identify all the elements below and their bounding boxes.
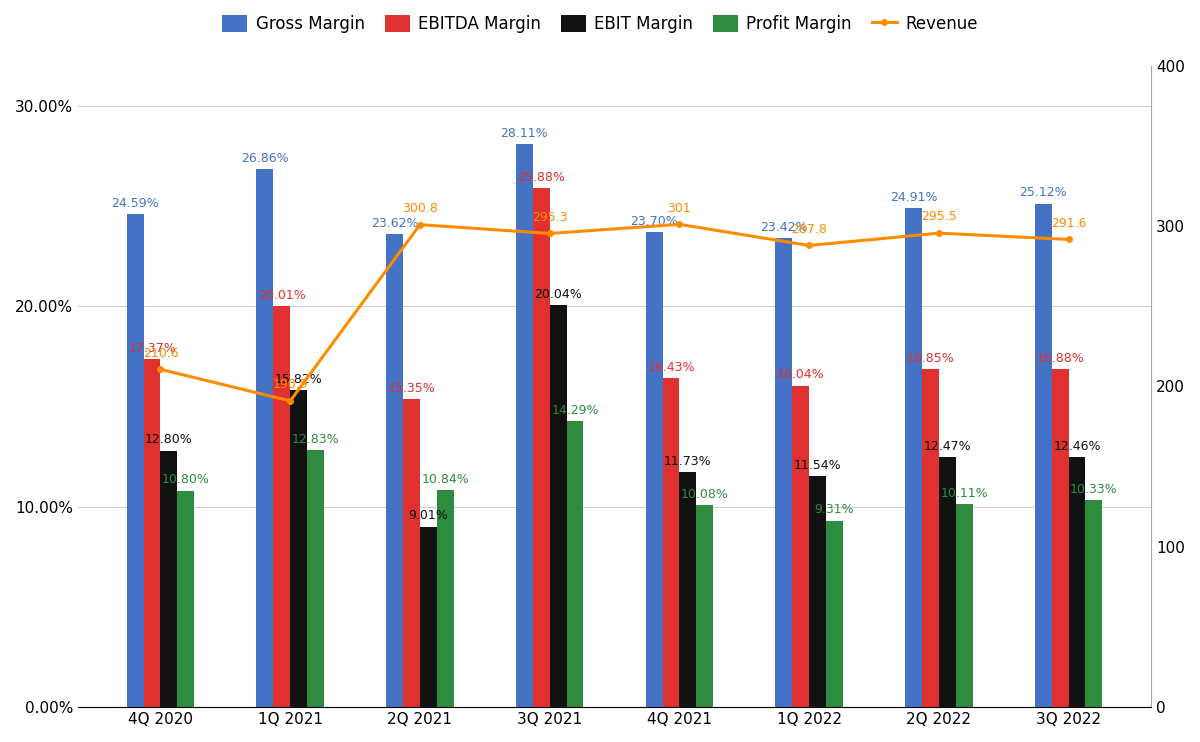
Revenue [931, 229, 946, 237]
Text: 11.73%: 11.73% [664, 455, 712, 468]
Text: 23.42%: 23.42% [760, 220, 808, 234]
Text: 24.59%: 24.59% [112, 197, 160, 210]
Text: 23.70%: 23.70% [630, 215, 678, 228]
Bar [1034, 203, 1051, 707]
Text: 16.88%: 16.88% [1037, 352, 1084, 364]
Text: 20.04%: 20.04% [534, 289, 582, 301]
Bar [274, 306, 290, 707]
Text: 12.47%: 12.47% [924, 440, 971, 453]
Bar [955, 505, 973, 707]
Bar [826, 521, 842, 707]
Text: 9.31%: 9.31% [815, 503, 854, 516]
Text: 9.01%: 9.01% [408, 509, 449, 522]
Bar [307, 450, 324, 707]
Bar [566, 421, 583, 707]
Text: 301: 301 [667, 202, 691, 214]
Text: 25.12%: 25.12% [1020, 186, 1067, 200]
Text: 26.86%: 26.86% [241, 151, 289, 165]
Bar [403, 399, 420, 707]
Bar [257, 168, 274, 707]
Bar [386, 234, 403, 707]
Revenue [672, 220, 686, 229]
Text: 23.62%: 23.62% [371, 217, 419, 229]
Text: 15.82%: 15.82% [275, 373, 323, 386]
Text: 295.3: 295.3 [532, 211, 568, 224]
Text: 10.08%: 10.08% [680, 488, 728, 501]
Text: 10.11%: 10.11% [941, 487, 988, 500]
Bar [127, 214, 144, 707]
Text: 20.01%: 20.01% [258, 289, 306, 302]
Bar [905, 208, 922, 707]
Bar [1051, 369, 1069, 707]
Revenue [542, 229, 557, 238]
Bar [533, 188, 550, 707]
Bar [1086, 500, 1103, 707]
Text: 287.8: 287.8 [791, 223, 827, 236]
Revenue [1062, 235, 1076, 244]
Text: 24.91%: 24.91% [890, 191, 937, 203]
Revenue [283, 396, 298, 405]
Text: 12.80%: 12.80% [145, 433, 193, 447]
Text: 12.46%: 12.46% [1054, 440, 1100, 453]
Bar [161, 450, 178, 707]
Bar [144, 359, 161, 707]
Bar [679, 472, 696, 707]
Bar [809, 476, 826, 707]
Bar [922, 370, 938, 707]
Bar [178, 490, 194, 707]
Text: 17.37%: 17.37% [128, 342, 176, 355]
Revenue [413, 220, 427, 229]
Bar [420, 527, 437, 707]
Text: 16.04%: 16.04% [776, 369, 824, 381]
Line: Revenue: Revenue [157, 222, 1072, 404]
Bar [938, 457, 955, 707]
Bar [646, 232, 662, 707]
Text: 295.5: 295.5 [922, 211, 956, 223]
Bar [290, 390, 307, 707]
Bar [792, 386, 809, 707]
Bar [662, 378, 679, 707]
Legend: Gross Margin, EBITDA Margin, EBIT Margin, Profit Margin, Revenue: Gross Margin, EBITDA Margin, EBIT Margin… [216, 8, 984, 40]
Text: 16.85%: 16.85% [906, 352, 954, 365]
Text: 12.83%: 12.83% [292, 433, 340, 446]
Revenue [802, 241, 816, 250]
Bar [516, 144, 533, 707]
Text: 190.9: 190.9 [272, 378, 308, 391]
Text: 10.33%: 10.33% [1070, 483, 1117, 496]
Text: 28.11%: 28.11% [500, 127, 548, 139]
Text: 10.84%: 10.84% [421, 473, 469, 486]
Text: 10.80%: 10.80% [162, 473, 210, 487]
Text: 25.88%: 25.88% [517, 171, 565, 184]
Bar [775, 237, 792, 707]
Bar [437, 490, 454, 707]
Text: 11.54%: 11.54% [793, 459, 841, 472]
Bar [696, 505, 713, 707]
Revenue [154, 365, 168, 374]
Text: 16.43%: 16.43% [647, 361, 695, 374]
Text: 14.29%: 14.29% [551, 404, 599, 416]
Bar [1069, 457, 1086, 707]
Text: 15.35%: 15.35% [388, 382, 436, 395]
Text: 291.6: 291.6 [1051, 217, 1086, 230]
Bar [550, 306, 566, 707]
Text: 210.6: 210.6 [143, 347, 179, 360]
Text: 300.8: 300.8 [402, 202, 438, 215]
